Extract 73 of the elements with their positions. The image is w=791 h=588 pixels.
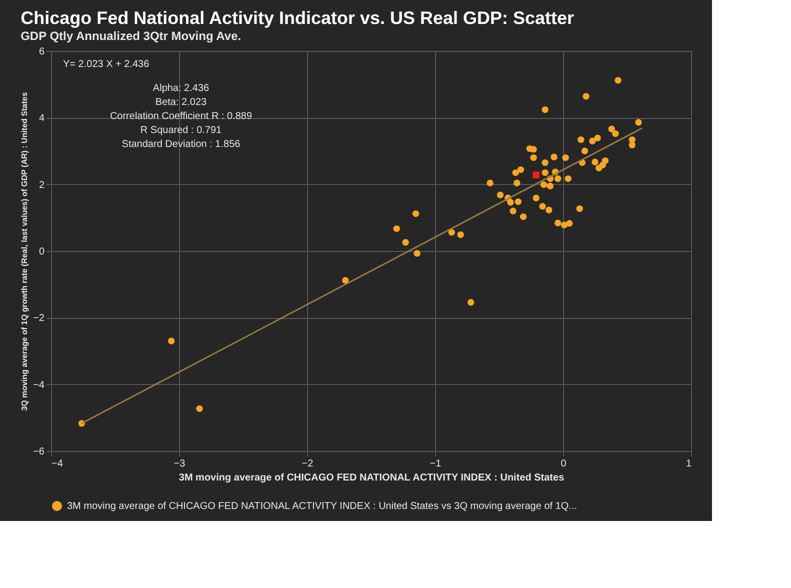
annotation: Correlation Coefficient R : 0.889 — [110, 111, 252, 122]
point — [628, 142, 636, 148]
point — [592, 158, 598, 166]
point — [612, 130, 619, 138]
point — [514, 198, 522, 206]
point — [486, 180, 494, 186]
point — [595, 164, 602, 172]
point — [467, 298, 474, 306]
point — [614, 76, 622, 84]
point — [496, 192, 504, 198]
point — [342, 276, 349, 284]
chart-title: Chicago Fed National Activity Indicator vs. US Real GDP: Scatter — [20, 8, 574, 28]
point — [539, 202, 546, 210]
point — [550, 154, 558, 160]
y-tick-label: −6 — [33, 446, 45, 458]
point — [566, 220, 573, 227]
annotation: Alpha: 2.436 — [152, 83, 210, 94]
point — [542, 106, 548, 114]
point — [562, 154, 569, 162]
point — [578, 136, 584, 144]
point — [510, 208, 516, 214]
x-tick-label: −3 — [174, 458, 186, 470]
point — [564, 175, 572, 182]
point — [608, 126, 615, 132]
point — [542, 169, 548, 176]
annotation: R Squared : 0.791 — [140, 125, 222, 136]
x-tick-label: 0 — [560, 458, 567, 470]
y-tick-label: −4 — [33, 380, 45, 391]
x-tick-label: −4 — [52, 458, 64, 470]
y-tick-label: 6 — [38, 46, 45, 58]
point — [546, 206, 552, 214]
point — [512, 169, 519, 176]
point — [530, 146, 537, 153]
point — [546, 182, 554, 190]
point — [448, 228, 455, 236]
point — [530, 154, 537, 162]
point — [412, 210, 420, 218]
x-axis-title: 3M moving average of CHICAGO FED NATIONAL ACTIVITY INDEX : United States — [178, 472, 565, 484]
legend-label: 3M moving average of CHICAGO FED NATIONAL ACTIVITY INDEX : United States vs 3Q moving average of 1Q... — [67, 501, 577, 512]
y-tick-label: 0 — [38, 246, 45, 258]
y-tick-label: −2 — [33, 313, 45, 324]
point — [520, 213, 527, 220]
point — [554, 175, 562, 182]
annotation: Standard Deviation : 1.856 — [122, 139, 241, 150]
point — [540, 181, 548, 188]
point — [532, 172, 540, 178]
point — [507, 198, 514, 206]
point — [554, 220, 562, 226]
point — [393, 225, 400, 232]
point — [542, 159, 548, 166]
point — [576, 205, 583, 212]
annotation: Y= 2.023 X + 2.436 — [63, 59, 150, 70]
point — [589, 138, 596, 144]
point — [594, 134, 601, 142]
point — [414, 250, 420, 257]
x-tick-label: 1 — [686, 458, 692, 470]
point — [402, 238, 409, 246]
point — [457, 231, 464, 238]
point — [196, 405, 203, 412]
y-axis-title: 3Q moving average of 1Q growth rate (Real, last values) of GDP (AR) : United States — [20, 92, 30, 411]
x-tick-label: −1 — [430, 458, 442, 470]
y-tick-label: 2 — [38, 180, 45, 191]
annotation: Beta: 2.023 — [155, 97, 208, 108]
x-tick-label: −2 — [302, 458, 314, 470]
chart-subtitle: GDP Qtly Annualized 3Qtr Moving Ave. — [20, 29, 242, 43]
point — [635, 118, 642, 126]
y-tick-label: 4 — [38, 113, 45, 124]
point — [581, 148, 588, 154]
point — [582, 92, 590, 100]
point — [532, 194, 540, 202]
point — [168, 338, 175, 344]
point — [514, 180, 520, 186]
point — [517, 166, 524, 174]
